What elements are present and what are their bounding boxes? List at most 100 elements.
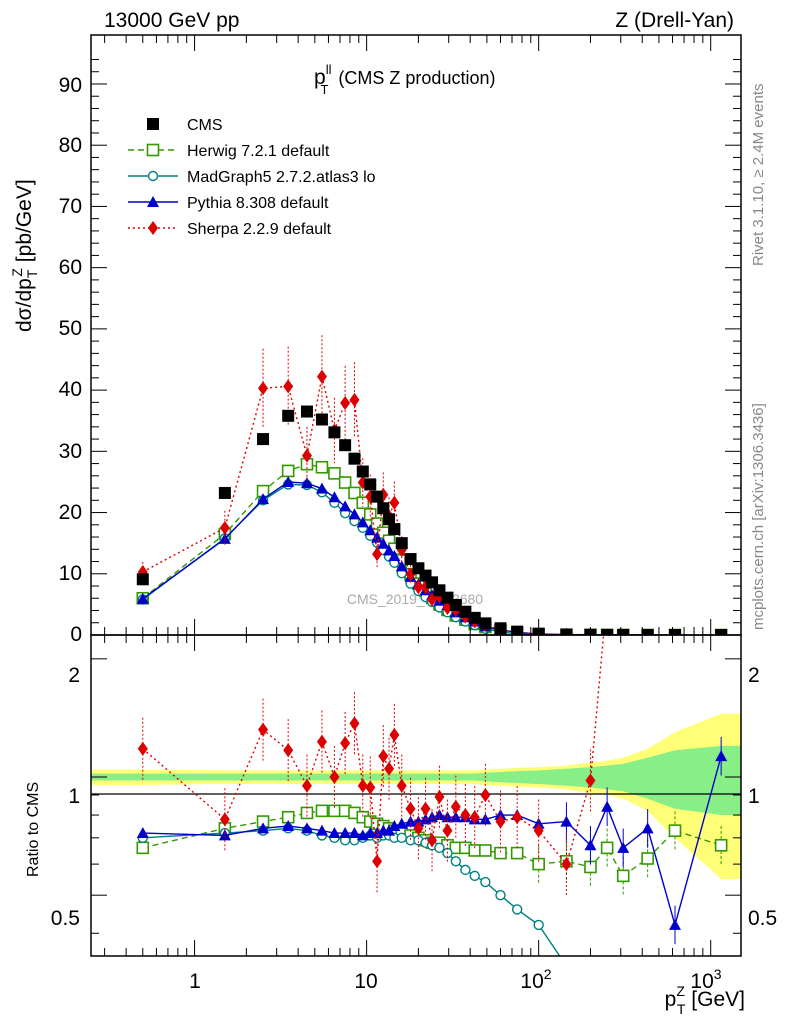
pythia-ratio-point [715,750,728,762]
pythia-ratio-point [257,822,270,834]
cms-main-point [364,478,377,491]
pythia-ratio-point [532,817,545,829]
cms-legend-marker [147,118,159,130]
pythia-main-point [300,477,313,489]
pythia-ratio-point [328,827,341,839]
pythia-main-point [282,475,295,487]
pythia-main-point [377,537,390,549]
cms-main-point [560,628,573,635]
y-label-sub: T [24,269,40,278]
x-tick-1000-sup: 3 [714,966,722,982]
cms-legend-label: CMS [187,117,223,134]
sherpa-ratio-line [142,635,605,866]
cms-main-point [641,628,654,635]
ratio-y-axis-label: Ratio to CMS [25,782,42,877]
x-label-sup: Z [676,983,685,999]
madgraph5-main-line [142,483,567,635]
cms-main-point [328,426,341,439]
title-symbol-sub: T [320,82,328,97]
header-right-label: Z (Drell-Yan) [615,9,734,32]
sherpa-ratio-point [413,821,424,836]
pythia-main-point [339,500,352,512]
cms-main-point [356,465,369,478]
herwig-ratio-point [616,869,630,883]
pythia-main-point [218,532,231,544]
x-tick-10-base: 10 [354,970,377,993]
pythia-main-point [383,544,396,556]
x-tick-1-base: 1 [189,970,201,993]
herwig-main-point [328,467,341,480]
ratio-uncertainty-band-1sigma [91,745,741,816]
y-tick-label-0: 0 [70,623,82,646]
cms-main-point [468,611,481,624]
herwig-ratio-point [668,824,682,837]
cms-main-point [136,573,149,586]
herwig-legend-label: Herwig 7.2.1 default [187,143,330,160]
madgraph5-ratio-point [562,962,571,971]
cms-main-point [218,486,231,499]
herwig-main-point [348,486,361,500]
pythia-main-point [388,550,401,562]
y-label-part2: [pb/GeV] [13,179,36,268]
pythia-ratio-point [136,827,149,839]
sherpa-main-point [219,520,230,535]
pythia-ratio-point [479,813,492,825]
sherpa-ratio-point [427,833,438,848]
x-label-sub: T [677,1001,686,1017]
x-tick-100-sup: 2 [544,966,552,982]
axis-ticks [91,35,741,956]
pythia-ratio-point [348,827,361,839]
pythia-ratio-point [404,815,417,827]
title-text: (CMS Z production) [338,68,495,88]
sherpa-main-point [413,580,424,595]
x-tick-label-100: 102 [520,966,551,993]
sherpa-ratio-point [329,770,340,785]
herwig-main-point [281,464,295,478]
herwig-main-point [363,508,377,521]
y-tick-label-30: 30 [59,440,82,463]
sherpa-main-point [372,547,383,562]
pythia-main-point [257,493,270,505]
ratio-y-tick-right-2: 2 [748,664,760,687]
sherpa-main-point [258,381,269,396]
cms-main-point [511,625,524,635]
ratio-y-tick-labels-right: 0.5 1 2 [748,664,777,930]
herwig-ratio-point [300,806,314,820]
y-tick-label-10: 10 [59,562,82,585]
pythia-ratio-point [218,829,231,841]
ratio-y-tick-2: 2 [68,664,80,687]
pythia-main-point [364,524,377,536]
sherpa-ratio-point [219,812,230,827]
cms-main-point [257,433,270,446]
sherpa-ratio-point [384,761,395,776]
sherpa-ratio-point [495,814,506,829]
cms-main-point [668,628,681,635]
herwig-main-point [315,460,329,474]
cms-main-point [479,617,492,630]
herwig-ratio-point [600,841,614,855]
legend: CMS Herwig 7.2.1 default MadGraph5 2.7.2.a… [128,117,376,238]
sherpa-ratio-point [442,823,453,838]
sherpa-ratio-point [258,722,269,737]
rivet-version-label: Rivet 3.1.10, ≥ 2.4M events [750,84,767,267]
madgraph5-ratio-point [396,832,407,844]
herwig-ratio-point [494,846,507,860]
sherpa-ratio-point [349,716,360,731]
sherpa-ratio-point [512,810,523,825]
sherpa-main-point [283,379,294,394]
cms-main-point [617,628,630,635]
herwig-ratio-point [479,844,492,857]
y-label-part1: dσ/dp [13,278,36,332]
ratio-y-tick-right-1: 1 [748,785,760,808]
pythia-main-point [328,491,341,503]
sherpa-ratio-point [480,787,491,802]
ratio-y-tick-1: 1 [68,785,80,808]
pythia-ratio-point [282,820,295,832]
madgraph5-legend-label: MadGraph5 2.7.2.atlas3 lo [187,169,376,186]
pythia-legend-marker [147,196,159,207]
madgraph5-ratio-point [533,919,544,931]
sherpa-ratio-point [533,823,544,838]
x-tick-100-base: 10 [520,970,543,993]
sherpa-ratio-point [137,741,148,756]
sherpa-ratio-point [434,789,445,804]
